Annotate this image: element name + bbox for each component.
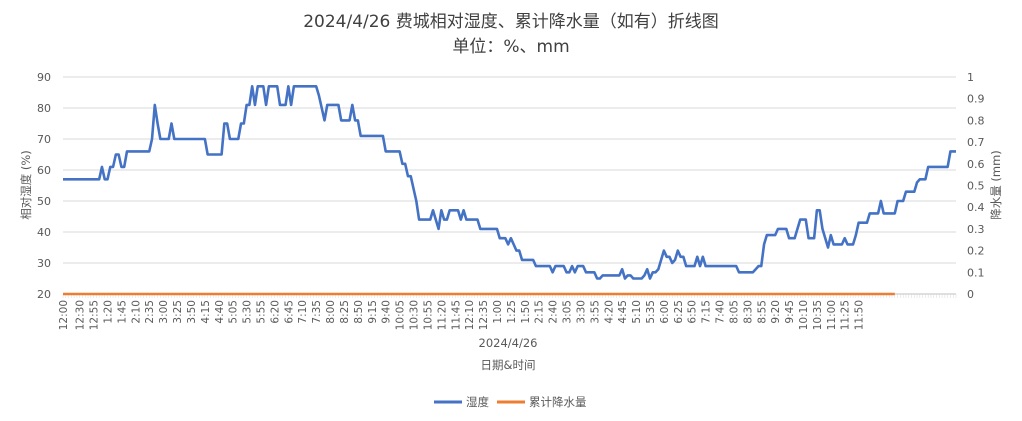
x-tick-label: 6:50 bbox=[687, 300, 699, 324]
x-tick-label: 12:35 bbox=[478, 300, 490, 330]
x-tick-label: 3:25 bbox=[172, 300, 184, 324]
x-tick-label: 3:50 bbox=[186, 300, 198, 324]
x-tick-label: 3:30 bbox=[575, 300, 587, 324]
right-y-tick-label: 0.6 bbox=[967, 158, 985, 171]
x-tick-label: 10:05 bbox=[395, 300, 407, 330]
x-tick-label: 4:40 bbox=[214, 300, 226, 324]
right-y-tick-label: 0.3 bbox=[967, 223, 985, 236]
x-tick-label: 9:45 bbox=[784, 300, 796, 324]
x-tick-label: 11:25 bbox=[840, 300, 852, 330]
x-tick-label: 12:55 bbox=[89, 300, 101, 330]
x-tick-label: 6:20 bbox=[269, 300, 281, 324]
chart-subtitle: 单位：%、mm bbox=[452, 37, 569, 57]
right-y-tick-label: 0.1 bbox=[967, 266, 985, 279]
x-tick-label: 10:30 bbox=[409, 300, 421, 330]
x-tick-label: 8:25 bbox=[339, 300, 351, 324]
x-tick-label: 2:10 bbox=[130, 300, 142, 324]
left-y-tick-label: 60 bbox=[37, 164, 51, 177]
right-y-tick-label: 0.9 bbox=[967, 93, 985, 106]
right-y-axis: 0 0.1 0.2 0.3 0.4 0.5 0.6 0.7 0.8 0.9 1 bbox=[967, 71, 985, 301]
x-tick-label: 1:45 bbox=[116, 300, 128, 324]
x-tick-label: 7:40 bbox=[715, 300, 727, 324]
x-tick-label: 5:30 bbox=[242, 300, 254, 324]
x-tick-label: 12:00 bbox=[58, 300, 70, 330]
right-y-tick-label: 0.5 bbox=[967, 180, 985, 193]
x-tick-label: 4:45 bbox=[617, 300, 629, 324]
series-line-humidity bbox=[63, 85, 956, 280]
x-tick-label: 5:35 bbox=[645, 300, 657, 324]
x-tick-label: 11:45 bbox=[450, 300, 462, 330]
x-tick-label: 8:30 bbox=[742, 300, 754, 324]
right-y-tick-label: 0.7 bbox=[967, 136, 985, 149]
x-tick-label: 7:35 bbox=[311, 300, 323, 324]
x-tick-label: 3:05 bbox=[562, 300, 574, 324]
x-tick-label: 9:20 bbox=[770, 300, 782, 324]
x-tick-label: 8:00 bbox=[325, 300, 337, 324]
x-tick-label: 8:05 bbox=[728, 300, 740, 324]
right-y-tick-label: 0.2 bbox=[967, 245, 985, 258]
x-tick-label: 6:00 bbox=[659, 300, 671, 324]
x-tick-label: 9:40 bbox=[381, 300, 393, 324]
x-tick-label: 3:55 bbox=[589, 300, 601, 324]
left-y-tick-label: 20 bbox=[37, 288, 51, 301]
x-tick-label: 1:00 bbox=[492, 300, 504, 324]
x-tick-label: 10:35 bbox=[812, 300, 824, 330]
x-tick-label: 8:50 bbox=[353, 300, 365, 324]
left-y-tick-label: 80 bbox=[37, 102, 51, 115]
x-axis-title: 日期&时间 bbox=[481, 358, 536, 372]
left-y-axis-title: 相对湿度 (%) bbox=[19, 150, 33, 220]
x-tick-label: 5:10 bbox=[631, 300, 643, 324]
x-tick-label: 5:55 bbox=[256, 300, 268, 324]
legend: 湿度 累计降水量 bbox=[434, 395, 587, 409]
right-y-tick-label: 0.8 bbox=[967, 114, 985, 127]
left-y-tick-label: 30 bbox=[37, 257, 51, 270]
left-y-tick-label: 70 bbox=[37, 133, 51, 146]
x-axis-date-label: 2024/4/26 bbox=[479, 336, 538, 350]
left-y-axis: 20 30 40 50 60 70 80 90 bbox=[37, 71, 51, 301]
x-tick-label: 12:30 bbox=[75, 300, 87, 330]
x-tick-label: 9:15 bbox=[367, 300, 379, 324]
x-tick-label: 2:35 bbox=[144, 300, 156, 324]
x-tick-label: 4:20 bbox=[603, 300, 615, 324]
x-tick-label: 1:25 bbox=[506, 300, 518, 324]
x-tick-label: 5:05 bbox=[228, 300, 240, 324]
right-y-tick-label: 0 bbox=[967, 288, 974, 301]
x-tick-label: 6:45 bbox=[283, 300, 295, 324]
right-y-tick-label: 1 bbox=[967, 71, 974, 84]
x-tick-label: 2:40 bbox=[548, 300, 560, 324]
gridlines bbox=[63, 76, 956, 295]
right-y-axis-title: 降水量 (mm) bbox=[989, 150, 1003, 220]
x-tick-label: 7:10 bbox=[297, 300, 309, 324]
chart-title: 2024/4/26 费城相对湿度、累计降水量（如有）折线图 bbox=[303, 12, 719, 32]
x-tick-label: 8:55 bbox=[756, 300, 768, 324]
x-tick-label: 10:55 bbox=[422, 300, 434, 330]
x-tick-label: 1:20 bbox=[103, 300, 115, 324]
legend-label-humidity: 湿度 bbox=[466, 395, 489, 409]
x-tick-label: 2:15 bbox=[534, 300, 546, 324]
right-y-tick-label: 0.4 bbox=[967, 201, 985, 214]
x-tick-label: 3:00 bbox=[158, 300, 170, 324]
x-tick-label: 10:10 bbox=[798, 300, 810, 330]
legend-label-precipitation: 累计降水量 bbox=[529, 395, 587, 409]
x-tick-label: 11:50 bbox=[854, 300, 866, 330]
x-tick-label: 7:15 bbox=[701, 300, 713, 324]
x-tick-label: 12:10 bbox=[464, 300, 476, 330]
x-tick-label: 4:15 bbox=[200, 300, 212, 324]
x-tick-label: 1:50 bbox=[520, 300, 532, 324]
x-tick-label: 6:25 bbox=[673, 300, 685, 324]
left-y-tick-label: 40 bbox=[37, 226, 51, 239]
x-axis: 12:00 12:30 12:55 1:20 1:45 2:10 2:35 3:00 3:25 3… bbox=[58, 293, 957, 330]
x-tick-label: 11:20 bbox=[436, 300, 448, 330]
series-layer bbox=[63, 85, 956, 296]
left-y-tick-label: 90 bbox=[37, 71, 51, 84]
x-tick-label: 11:00 bbox=[826, 300, 838, 330]
left-y-tick-label: 50 bbox=[37, 195, 51, 208]
